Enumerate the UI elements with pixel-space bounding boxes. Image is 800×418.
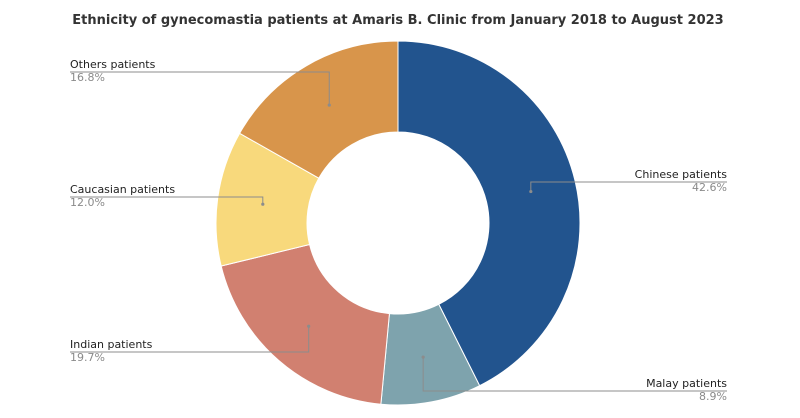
label-indian-patients: Indian patients <box>70 338 153 351</box>
label-others-patients: Others patients <box>70 58 156 71</box>
chart-title: Ethnicity of gynecomastia patients at Am… <box>72 13 723 28</box>
leader-line-malay-patients <box>422 357 727 392</box>
label-caucasian-patients: Caucasian patients <box>70 183 175 196</box>
leader-line-indian-patients <box>70 326 310 353</box>
slice-chinese-patients <box>397 40 581 387</box>
pct-caucasian-patients: 12.0% <box>70 196 105 209</box>
slices-group <box>215 40 581 406</box>
label-chinese-patients: Chinese patients <box>635 168 728 181</box>
slice-indian-patients <box>220 243 390 405</box>
label-malay-patients: Malay patients <box>646 377 727 390</box>
leader-line-chinese-patients <box>530 181 727 192</box>
pct-indian-patients: 19.7% <box>70 351 105 364</box>
pct-others-patients: 16.8% <box>70 71 105 84</box>
leader-line-caucasian-patients <box>70 196 264 205</box>
pct-malay-patients: 8.9% <box>699 390 727 403</box>
slice-others-patients <box>238 40 399 179</box>
leader-line-others-patients <box>70 71 330 106</box>
pct-chinese-patients: 42.6% <box>692 181 727 194</box>
